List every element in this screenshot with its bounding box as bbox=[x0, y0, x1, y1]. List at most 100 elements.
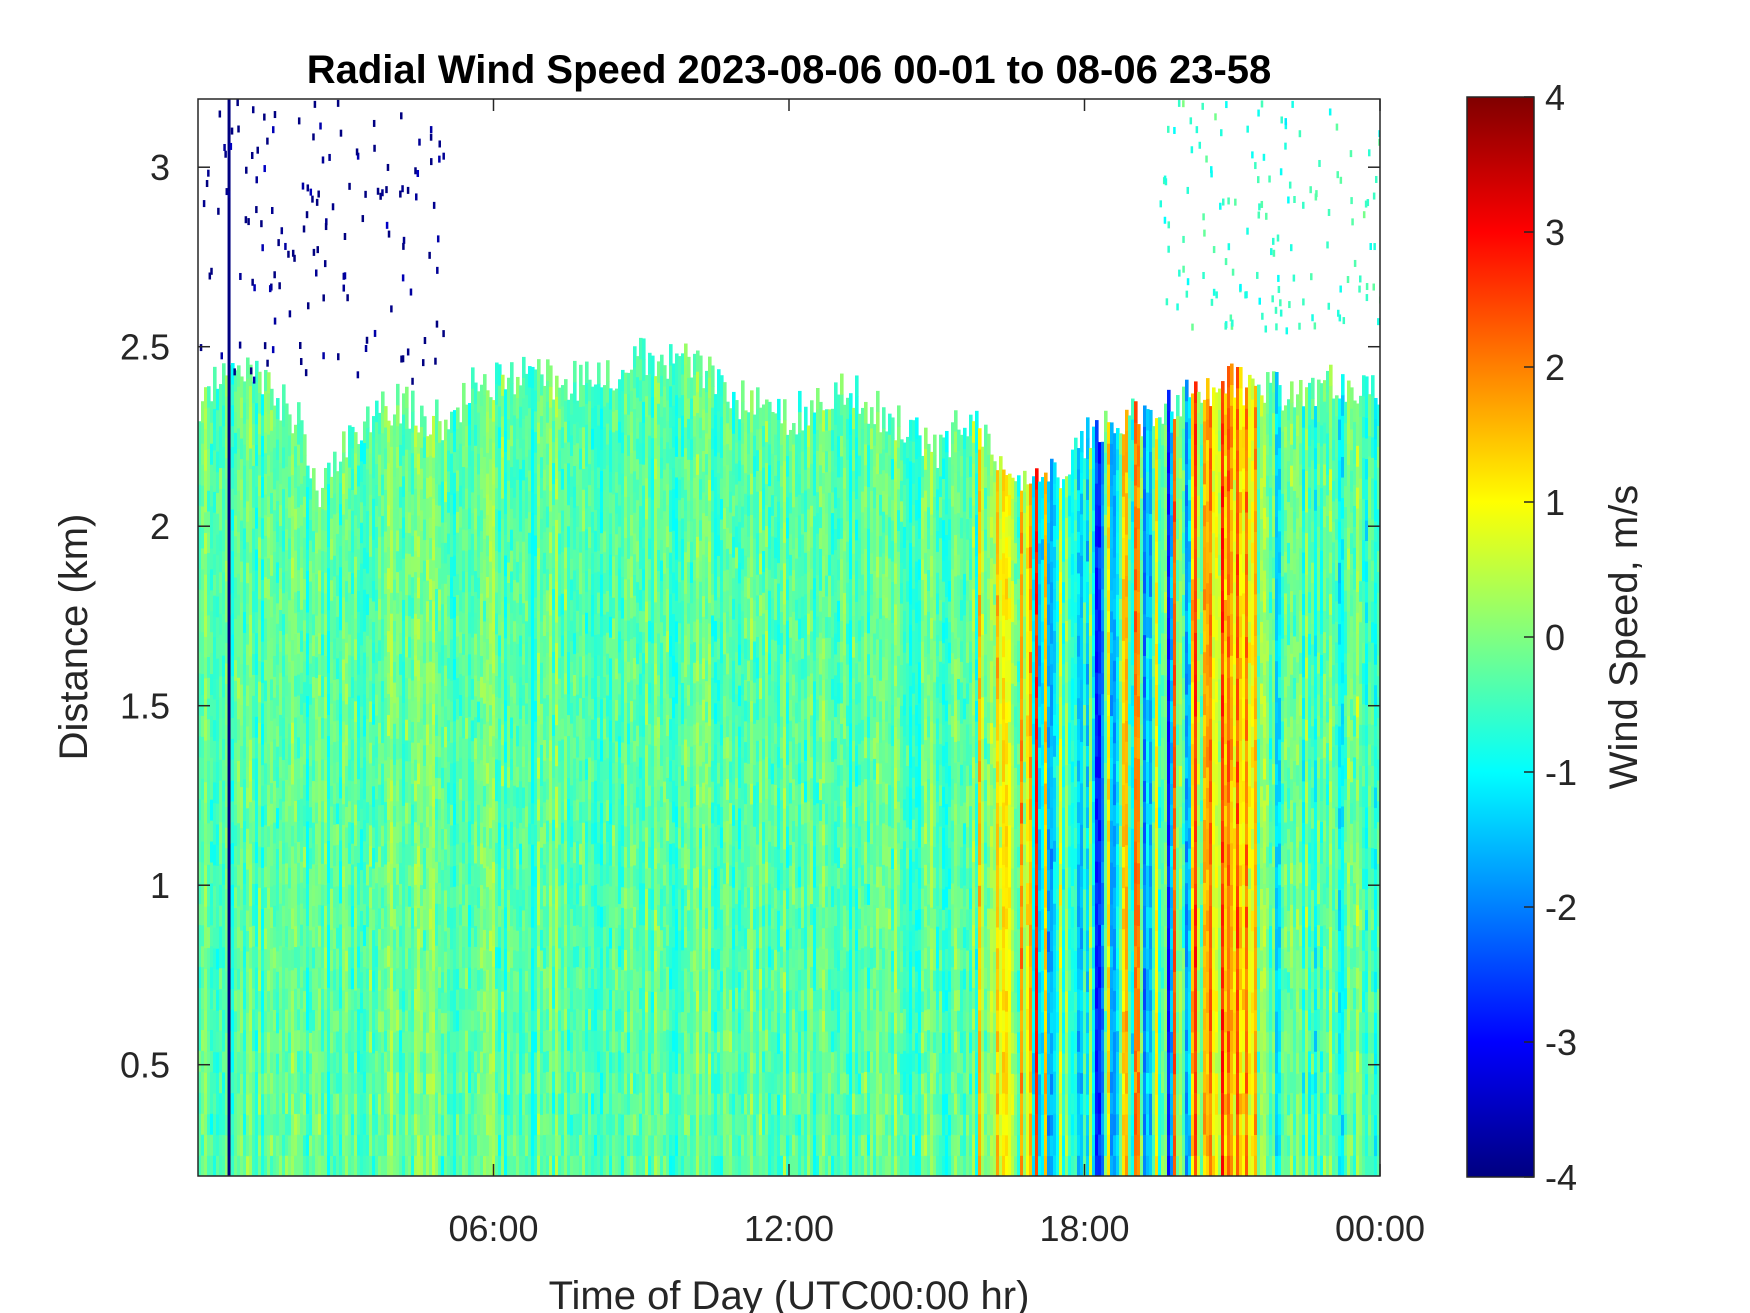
heat-cell bbox=[318, 737, 322, 759]
heat-cell bbox=[210, 861, 214, 884]
heat-cell bbox=[204, 926, 208, 949]
heat-cell bbox=[279, 882, 283, 904]
heat-cell bbox=[294, 675, 298, 697]
heat-cell bbox=[285, 883, 289, 906]
heat-cell bbox=[309, 478, 313, 500]
heat-cell bbox=[279, 651, 283, 673]
heat-cell bbox=[204, 636, 208, 658]
heat-cell bbox=[234, 804, 238, 826]
heat-cell bbox=[261, 455, 265, 478]
heat-cell bbox=[258, 516, 262, 538]
heat-cell bbox=[300, 798, 304, 820]
heat-cell bbox=[264, 617, 268, 640]
heat-cell bbox=[315, 677, 319, 699]
heat-cell bbox=[252, 695, 256, 717]
heat-cell bbox=[270, 1134, 274, 1156]
heat-cell bbox=[270, 430, 274, 452]
heat-cell bbox=[288, 743, 292, 765]
heat-cell bbox=[288, 434, 292, 457]
heat-cell bbox=[252, 1155, 256, 1176]
heat-cell bbox=[273, 488, 277, 511]
heat-cell bbox=[300, 882, 304, 904]
heat-cell bbox=[207, 677, 211, 699]
heat-cell bbox=[297, 757, 301, 780]
heat-cell bbox=[216, 1010, 220, 1032]
heat-cell bbox=[255, 1092, 259, 1114]
heat-cell bbox=[234, 928, 238, 950]
heat-cell bbox=[231, 488, 235, 510]
heat-cell bbox=[279, 1008, 283, 1030]
heat-cell bbox=[264, 1155, 268, 1176]
heat-cell bbox=[219, 1092, 223, 1115]
heat-cell bbox=[276, 705, 280, 727]
heat-cell bbox=[231, 821, 235, 844]
heat-cell bbox=[306, 590, 310, 613]
heat-cell bbox=[312, 884, 316, 906]
heat-cell bbox=[252, 1134, 256, 1156]
heat-cell bbox=[237, 947, 241, 969]
heat-cell bbox=[288, 846, 292, 868]
heat-cell bbox=[222, 759, 226, 781]
heat-cell bbox=[216, 699, 220, 721]
heat-cell bbox=[210, 422, 214, 444]
heat-cell bbox=[198, 861, 202, 884]
heat-cell bbox=[285, 925, 289, 947]
heat-cell bbox=[309, 765, 313, 787]
heat-cell bbox=[201, 882, 205, 905]
heat-cell bbox=[210, 778, 214, 800]
heat-cell bbox=[213, 1113, 217, 1136]
heat-cell bbox=[237, 427, 241, 450]
heat-cell bbox=[261, 867, 265, 889]
heat-cell bbox=[315, 885, 319, 907]
heat-cell bbox=[297, 1113, 301, 1135]
heat-cell bbox=[222, 571, 226, 594]
heat-cell bbox=[297, 569, 301, 591]
heat-cell bbox=[318, 1155, 322, 1176]
heat-cell bbox=[264, 969, 268, 991]
heat-cell bbox=[312, 1092, 316, 1115]
heat-cell bbox=[210, 987, 214, 1010]
heat-cell bbox=[297, 966, 301, 989]
heat-cell bbox=[204, 532, 208, 554]
heat-cell bbox=[318, 569, 322, 592]
heat-cell bbox=[246, 418, 250, 440]
heat-cell bbox=[291, 660, 295, 682]
heat-cell bbox=[222, 863, 226, 885]
heat-cell bbox=[237, 635, 241, 657]
heat-cell bbox=[300, 651, 304, 673]
heat-cell bbox=[321, 613, 325, 635]
heat-cell bbox=[213, 574, 217, 596]
heat-cell bbox=[267, 825, 271, 847]
heat-cell bbox=[225, 827, 229, 849]
heat-cell bbox=[288, 455, 292, 477]
heat-cell bbox=[264, 783, 268, 805]
heat-cell bbox=[315, 1009, 319, 1032]
heat-cell bbox=[222, 655, 226, 677]
heat-cell bbox=[309, 621, 313, 644]
heat-cell bbox=[288, 1011, 292, 1033]
heat-cell bbox=[321, 571, 325, 593]
heat-cell bbox=[285, 1155, 289, 1176]
heat-cell bbox=[315, 905, 319, 928]
heat-cell bbox=[198, 1113, 202, 1135]
heat-cell bbox=[210, 715, 214, 737]
heat-cell bbox=[240, 683, 244, 706]
heat-cell bbox=[243, 987, 247, 1010]
heat-cell bbox=[294, 779, 298, 801]
heat-cell bbox=[315, 1134, 319, 1156]
heat-cell bbox=[270, 699, 274, 721]
heat-cell bbox=[264, 989, 268, 1012]
heat-cell bbox=[234, 762, 238, 785]
heat-cell bbox=[246, 684, 250, 706]
heat-cell bbox=[312, 717, 316, 740]
heat-cell bbox=[270, 658, 274, 680]
heat-cell bbox=[237, 885, 241, 907]
heat-cell bbox=[291, 1134, 295, 1156]
heat-cell bbox=[276, 1053, 280, 1075]
heat-cell bbox=[231, 925, 235, 948]
heat-cell bbox=[309, 1011, 313, 1033]
heat-cell bbox=[261, 497, 265, 519]
heat-cell bbox=[306, 841, 310, 864]
heat-cell bbox=[222, 1134, 226, 1156]
heat-cell bbox=[243, 674, 247, 696]
